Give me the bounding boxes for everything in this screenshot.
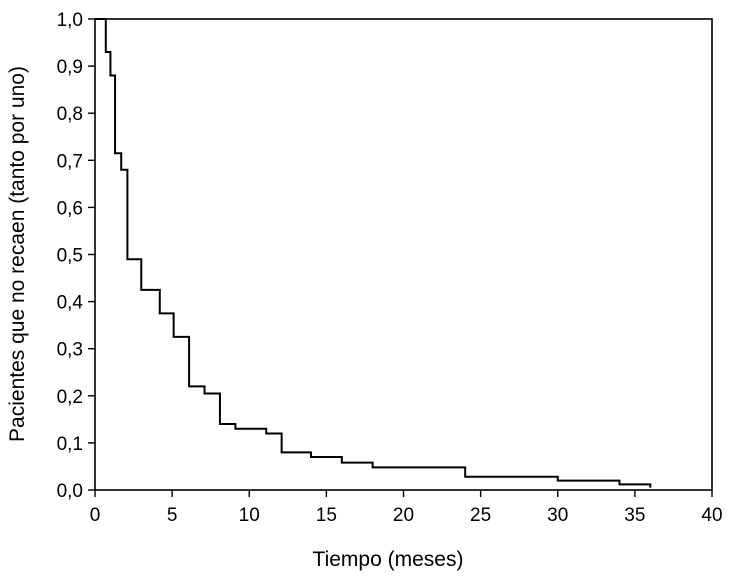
y-tick-label: 0,1: [57, 434, 83, 455]
x-tick-label: 35: [624, 505, 645, 526]
x-tick-label: 0: [90, 505, 101, 526]
x-tick-label: 15: [316, 505, 337, 526]
y-tick-label: 0,7: [57, 151, 83, 172]
y-axis-title: Pacientes que no recaen (tanto por uno): [6, 66, 29, 442]
y-tick-label: 0,5: [57, 246, 83, 267]
plot-frame: [94, 18, 713, 491]
y-tick-label: 0,2: [57, 387, 83, 408]
y-tick-label: 0,6: [57, 198, 83, 219]
x-tick-label: 25: [470, 505, 491, 526]
x-axis: 0 5 10 15 20 25 30 35 40: [90, 490, 723, 526]
y-tick-label: 0,0: [57, 481, 83, 502]
y-axis: 0,0 0,1 0,2 0,3 0,4 0,5 0,6 0,7 0,8 0,9 1,0: [57, 10, 95, 502]
y-tick-label: 0,3: [57, 340, 83, 361]
x-tick-label: 40: [701, 505, 722, 526]
y-tick-label: 0,4: [57, 293, 84, 314]
x-tick-label: 5: [167, 505, 178, 526]
x-tick-label: 20: [393, 505, 414, 526]
y-tick-label: 0,8: [57, 104, 83, 125]
y-tick-label: 1,0: [57, 10, 83, 31]
survival-curve: [95, 18, 652, 488]
x-axis-title: Tiempo (meses): [313, 548, 464, 571]
y-tick-label: 0,9: [57, 57, 83, 78]
x-tick-label: 10: [239, 505, 260, 526]
x-tick-label: 30: [547, 505, 568, 526]
